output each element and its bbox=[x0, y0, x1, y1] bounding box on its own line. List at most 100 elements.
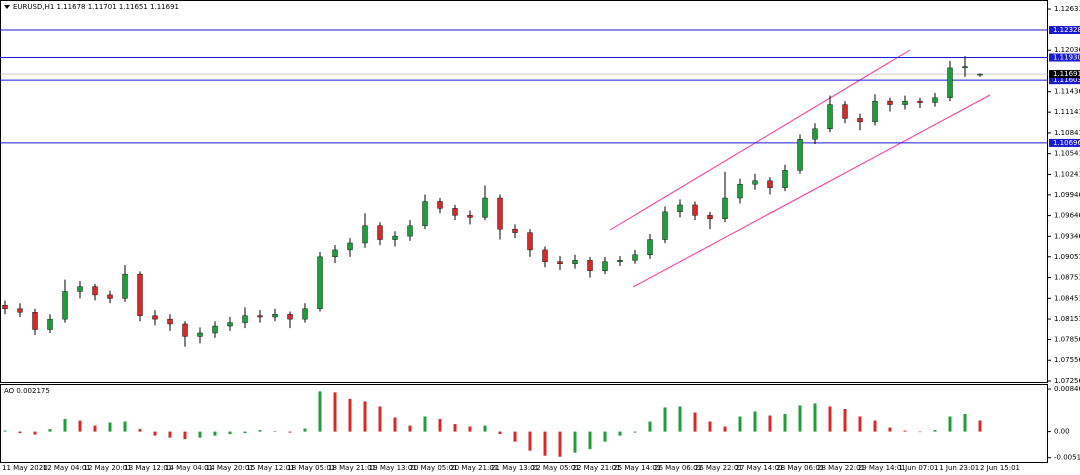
menu-arrow bbox=[4, 5, 10, 9]
candle-body bbox=[287, 314, 293, 320]
candle-body bbox=[302, 308, 308, 320]
level-label: 1.10696 bbox=[1053, 139, 1080, 147]
y-tick-label: 1.07856 bbox=[1054, 335, 1080, 343]
candle-body bbox=[47, 318, 53, 330]
chart-title: EURUSD,H1 1.11678 1.11701 1.11651 1.1169… bbox=[13, 3, 179, 11]
ao-bar bbox=[63, 419, 67, 432]
ao-bar bbox=[783, 414, 787, 432]
candle-body bbox=[827, 104, 833, 130]
candle-body bbox=[227, 322, 233, 327]
candle-body bbox=[722, 197, 728, 219]
ao-bar bbox=[123, 421, 127, 432]
candle-body bbox=[512, 228, 518, 233]
ao-bar bbox=[273, 431, 277, 432]
x-tick-label: 22 May 05:01 bbox=[532, 464, 580, 472]
x-tick-label: 29 May 14:01 bbox=[858, 464, 906, 472]
candle-body bbox=[617, 260, 623, 262]
ao-bar bbox=[843, 408, 847, 432]
candle-body bbox=[182, 323, 188, 337]
candle-body bbox=[257, 315, 263, 318]
candle-body bbox=[557, 261, 563, 264]
level-label: 1.11603 bbox=[1053, 76, 1080, 84]
ao-bar bbox=[348, 398, 352, 432]
candle-body bbox=[77, 286, 83, 292]
candle-body bbox=[647, 239, 653, 255]
x-tick-label: 20 May 21:01 bbox=[450, 464, 498, 472]
x-tick-label: 28 May 06:01 bbox=[776, 464, 824, 472]
x-tick-label: 1 Jun 07:01 bbox=[899, 464, 939, 472]
candle-body bbox=[782, 170, 788, 188]
ao-bar bbox=[408, 425, 412, 432]
candle-body bbox=[812, 128, 818, 140]
ao-bar bbox=[303, 428, 307, 432]
candle-body bbox=[32, 312, 38, 330]
candle-body bbox=[167, 318, 173, 325]
candle-body bbox=[212, 325, 218, 334]
ao-bar bbox=[213, 431, 217, 436]
ao-bar bbox=[708, 421, 712, 432]
candle-body bbox=[152, 315, 158, 320]
ao-pane bbox=[0, 384, 1048, 463]
candle-body bbox=[977, 73, 983, 76]
ao-bar bbox=[423, 416, 427, 432]
ao-bar bbox=[453, 424, 457, 432]
ao-bar bbox=[108, 422, 112, 432]
candle-body bbox=[137, 273, 143, 316]
ao-bar bbox=[483, 425, 487, 432]
candle-body bbox=[542, 249, 548, 262]
ao-bar bbox=[933, 430, 937, 432]
ao-bar bbox=[753, 411, 757, 432]
current-price-box bbox=[1049, 70, 1080, 79]
ao-bar bbox=[378, 406, 382, 432]
x-tick-label: 15 May 12:01 bbox=[247, 464, 295, 472]
candle-body bbox=[407, 225, 413, 237]
level-label: 1.12328 bbox=[1053, 26, 1080, 34]
candle-body bbox=[437, 201, 443, 209]
candle-body bbox=[737, 183, 743, 199]
x-tick-label: 12 May 20:01 bbox=[84, 464, 132, 472]
candle-body bbox=[842, 104, 848, 119]
ao-bar bbox=[948, 416, 952, 432]
ao-bar bbox=[618, 431, 622, 436]
ao-bar bbox=[888, 427, 892, 432]
candle-body bbox=[317, 256, 323, 309]
y-tick-label: 1.07256 bbox=[1054, 377, 1080, 385]
ao-bar bbox=[93, 425, 97, 432]
candle-body bbox=[107, 294, 113, 299]
candle-body bbox=[452, 208, 458, 216]
y-tick-label: -0.005198 bbox=[1054, 454, 1080, 462]
ao-bar bbox=[903, 430, 907, 432]
x-tick-label: 12 May 04:01 bbox=[43, 464, 91, 472]
ao-bar bbox=[258, 430, 262, 432]
ao-bar bbox=[3, 430, 7, 432]
candle-body bbox=[482, 197, 488, 218]
ao-bar bbox=[228, 431, 232, 435]
ao-bar bbox=[168, 431, 172, 438]
ao-bar bbox=[723, 426, 727, 432]
current-price-label: 1.11691 bbox=[1053, 70, 1080, 78]
ao-bar bbox=[153, 431, 157, 436]
candle-body bbox=[527, 232, 533, 251]
ao-bar bbox=[528, 431, 532, 451]
x-tick-label: 21 May 13:01 bbox=[491, 464, 539, 472]
y-tick-label: 0.00 bbox=[1054, 428, 1070, 436]
channel-line bbox=[609, 49, 911, 231]
ao-bar bbox=[243, 431, 247, 434]
ao-bar bbox=[468, 426, 472, 432]
ao-bar bbox=[198, 431, 202, 438]
x-tick-label: 22 May 21:01 bbox=[573, 464, 621, 472]
candle-body bbox=[887, 100, 893, 105]
candle-body bbox=[362, 225, 368, 244]
candle-body bbox=[662, 211, 668, 240]
candle-body bbox=[902, 100, 908, 105]
candle-body bbox=[857, 118, 863, 123]
ao-bar bbox=[813, 403, 817, 432]
x-tick-label: 13 May 12:01 bbox=[124, 464, 172, 472]
